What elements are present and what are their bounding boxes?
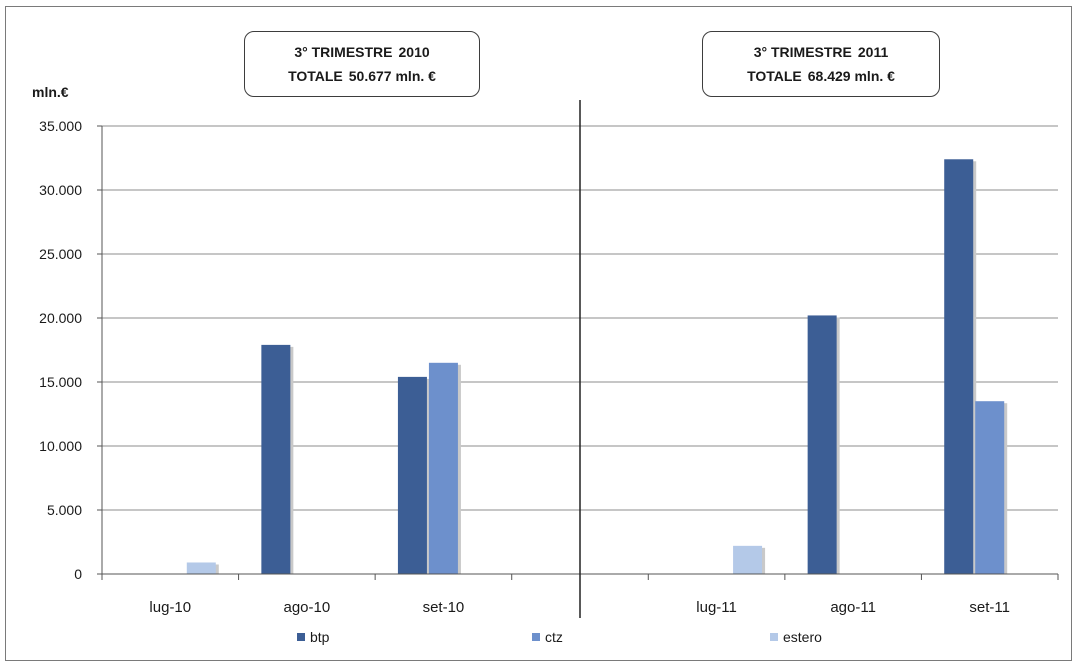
y-tick-label: 15.000 [39, 374, 82, 390]
y-tick-label: 0 [74, 566, 82, 582]
annotation-box-2011: 3° TRIMESTRE 2011 TOTALE 68.429 mln. € [702, 31, 940, 97]
legend-label-estero: estero [783, 629, 822, 645]
bar-btp-set-10 [397, 376, 427, 574]
bar-estero-lug-10 [186, 562, 216, 574]
annotation-total-label: TOTALE [288, 68, 343, 84]
annotation-total-value: 68.429 mln. € [807, 68, 895, 84]
x-tick-label: ago-11 [830, 599, 876, 616]
legend: btp ctz estero [297, 629, 822, 645]
x-tick-label: ago-10 [283, 599, 330, 616]
legend-swatch-btp [297, 633, 305, 641]
y-tick-label: 25.000 [39, 246, 82, 262]
x-tick-label: lug-10 [149, 599, 191, 616]
legend-swatch-ctz [532, 633, 540, 641]
annotation-title: 3° TRIMESTRE [294, 44, 393, 60]
y-tick-label: 30.000 [39, 182, 82, 198]
x-tick-labels: lug-10 ago-10 set-10 lug-11 ago-11 set-11 [149, 599, 1010, 616]
annotation-year: 2010 [398, 44, 430, 60]
legend-swatch-estero [770, 633, 778, 641]
legend-label-ctz: ctz [545, 629, 563, 645]
bar-btp-ago-10 [261, 344, 291, 574]
x-tick-label: set-10 [423, 599, 465, 616]
chart-frame [5, 6, 1072, 661]
bar-btp-set-11 [944, 159, 974, 574]
x-tick-label: lug-11 [696, 599, 737, 616]
annotation-box-2010: 3° TRIMESTRE 2010 TOTALE 50.677 mln. € [244, 31, 480, 97]
x-tick-label: set-11 [969, 599, 1010, 616]
y-tick-label: 20.000 [39, 310, 82, 326]
bar-ctz-set-10 [428, 362, 458, 574]
y-tick-label: 35.000 [39, 118, 82, 134]
annotation-total-value: 50.677 mln. € [348, 68, 436, 84]
y-tick-label: 5.000 [47, 502, 82, 518]
bar-estero-lug-11 [733, 545, 763, 574]
annotation-total-label: TOTALE [747, 68, 802, 84]
y-tick-labels: 0 5.000 10.000 15.000 20.000 25.000 30.000 35.0… [39, 118, 102, 582]
y-tick-label: 10.000 [39, 438, 82, 454]
annotation-title: 3° TRIMESTRE [753, 44, 852, 60]
bar-ctz-set-11 [975, 401, 1005, 574]
bar-btp-ago-11 [807, 315, 837, 574]
y-axis-label: mln.€ [32, 84, 69, 100]
annotation-year: 2011 [857, 44, 889, 60]
bars [186, 159, 1008, 574]
legend-label-btp: btp [310, 629, 330, 645]
